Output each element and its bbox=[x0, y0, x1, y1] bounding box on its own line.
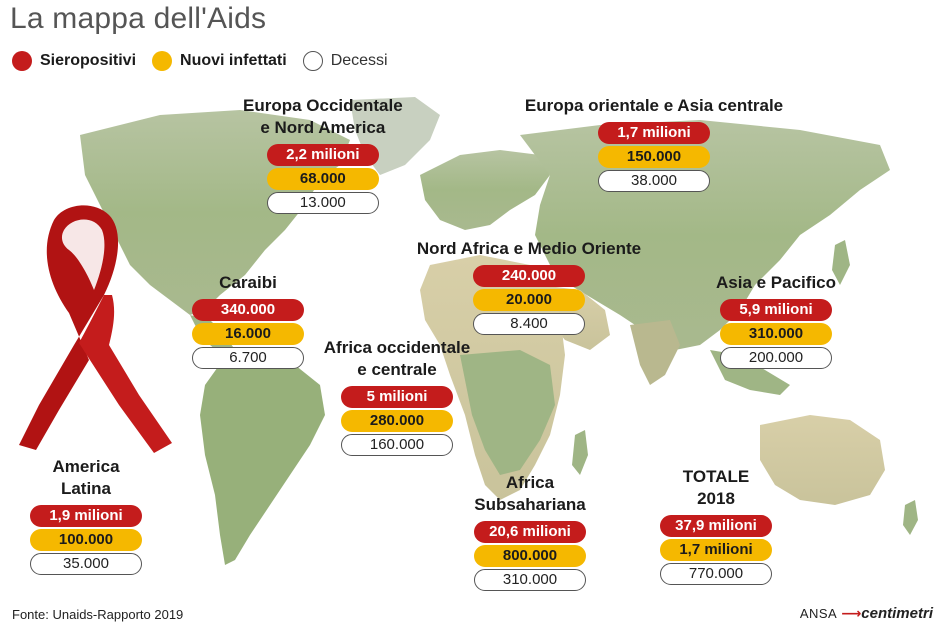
region-name-line: TOTALE bbox=[682, 467, 750, 486]
deaths-value: 200.000 bbox=[720, 347, 832, 369]
new-infections-value: 20.000 bbox=[473, 289, 585, 311]
hiv-value: 5,9 milioni bbox=[720, 299, 832, 321]
europe bbox=[420, 150, 550, 230]
new-infections-value: 16.000 bbox=[192, 323, 304, 345]
hiv-value: 2,2 milioni bbox=[266, 144, 379, 166]
region-name-line: Africa occidentale bbox=[323, 338, 471, 357]
region-totale-2018: TOTALE 2018 37,9 milioni 1,7 milioni 770… bbox=[660, 466, 772, 585]
region-america-latina: America Latina 1,9 milioni 100.000 35.00… bbox=[30, 456, 142, 575]
brand-centimetri: centimetri bbox=[861, 605, 933, 622]
legend-label-new: Nuovi infettati bbox=[180, 52, 287, 69]
new-infections-value: 68.000 bbox=[266, 168, 379, 190]
region-name: America Latina bbox=[52, 456, 119, 500]
south-america bbox=[200, 353, 325, 565]
region-name-line: e centrale bbox=[357, 360, 437, 379]
new-infections-value: 310.000 bbox=[720, 323, 832, 345]
region-name: Africa occidentale e centrale bbox=[324, 337, 470, 381]
region-name: Caraibi bbox=[219, 272, 277, 294]
legend-dot-new bbox=[152, 51, 173, 71]
deaths-value: 35.000 bbox=[30, 553, 142, 575]
region-name-line: Asia e Pacifico bbox=[716, 273, 837, 292]
legend: Sieropositivi Nuovi infettati Decessi bbox=[12, 51, 404, 71]
region-africa-subsahariana: Africa Subsahariana 20,6 milioni 800.000… bbox=[474, 472, 586, 591]
region-name: Asia e Pacifico bbox=[716, 272, 836, 294]
australia bbox=[760, 415, 885, 505]
region-name-line: Nord Africa e Medio Oriente bbox=[416, 239, 642, 258]
region-nord-africa-medio-oriente: Nord Africa e Medio Oriente 240.000 20.0… bbox=[417, 238, 641, 335]
legend-item-deaths: Decessi bbox=[302, 51, 388, 71]
deaths-value: 13.000 bbox=[266, 192, 379, 214]
new-zealand bbox=[903, 500, 918, 535]
legend-dot-hiv bbox=[12, 51, 32, 71]
region-name-line: Europa Occidentale bbox=[243, 96, 403, 115]
region-caraibi: Caraibi 340.000 16.000 6.700 bbox=[192, 272, 304, 369]
region-name-line: 2018 bbox=[697, 489, 735, 508]
region-name: Europa orientale e Asia centrale bbox=[525, 95, 783, 117]
hiv-value: 37,9 milioni bbox=[660, 515, 772, 537]
new-infections-value: 1,7 milioni bbox=[660, 539, 772, 561]
region-name-line: e Nord America bbox=[260, 118, 386, 137]
brand-logo: ANSA ⟶ centimetri bbox=[800, 605, 933, 622]
japan bbox=[832, 240, 850, 285]
africa-central bbox=[460, 350, 555, 475]
region-name-line: Latina bbox=[60, 479, 112, 498]
hiv-value: 240.000 bbox=[473, 265, 585, 287]
new-infections-value: 800.000 bbox=[474, 545, 586, 567]
region-name-line: Africa bbox=[505, 473, 555, 492]
deaths-value: 38.000 bbox=[598, 170, 710, 192]
hiv-value: 1,7 milioni bbox=[598, 122, 710, 144]
legend-item-new: Nuovi infettati bbox=[152, 51, 287, 71]
region-europa-orientale-asia-centrale: Europa orientale e Asia centrale 1,7 mil… bbox=[525, 95, 783, 192]
deaths-value: 160.000 bbox=[341, 434, 453, 456]
brand-arrow-icon: ⟶ bbox=[841, 605, 862, 621]
region-asia-pacifico: Asia e Pacifico 5,9 milioni 310.000 200.… bbox=[716, 272, 836, 369]
hiv-value: 20,6 milioni bbox=[474, 521, 586, 543]
region-africa-occidentale-centrale: Africa occidentale e centrale 5 milioni … bbox=[324, 337, 470, 456]
hiv-value: 1,9 milioni bbox=[30, 505, 142, 527]
region-name-line: Subsahariana bbox=[474, 495, 586, 514]
region-name: Africa Subsahariana bbox=[474, 472, 586, 516]
region-name: Europa Occidentale e Nord America bbox=[243, 95, 403, 139]
new-infections-value: 100.000 bbox=[30, 529, 142, 551]
deaths-value: 310.000 bbox=[474, 569, 586, 591]
aids-ribbon-icon bbox=[19, 205, 172, 453]
hiv-value: 5 milioni bbox=[341, 386, 453, 408]
region-name-line: Europa orientale e Asia centrale bbox=[524, 96, 784, 115]
region-europa-occidentale-nord-america: Europa Occidentale e Nord America 2,2 mi… bbox=[243, 95, 403, 214]
region-name-line: America bbox=[52, 457, 120, 476]
legend-dot-deaths bbox=[302, 51, 323, 71]
new-infections-value: 280.000 bbox=[341, 410, 453, 432]
new-infections-value: 150.000 bbox=[598, 146, 710, 168]
brand-ansa: ANSA bbox=[799, 606, 838, 621]
region-name-line: Caraibi bbox=[219, 273, 277, 292]
region-name: Nord Africa e Medio Oriente bbox=[417, 238, 641, 260]
deaths-value: 6.700 bbox=[192, 347, 304, 369]
source-note: Fonte: Unaids-Rapporto 2019 bbox=[12, 607, 184, 622]
page-title: La mappa dell'Aids bbox=[10, 2, 267, 35]
region-name: TOTALE 2018 bbox=[683, 466, 749, 510]
india bbox=[630, 320, 680, 385]
legend-label-hiv: Sieropositivi bbox=[40, 52, 137, 69]
deaths-value: 8.400 bbox=[473, 313, 585, 335]
legend-label-deaths: Decessi bbox=[330, 52, 388, 69]
legend-item-hiv: Sieropositivi bbox=[12, 51, 136, 71]
deaths-value: 770.000 bbox=[660, 563, 772, 585]
madagascar bbox=[572, 430, 588, 475]
hiv-value: 340.000 bbox=[192, 299, 304, 321]
